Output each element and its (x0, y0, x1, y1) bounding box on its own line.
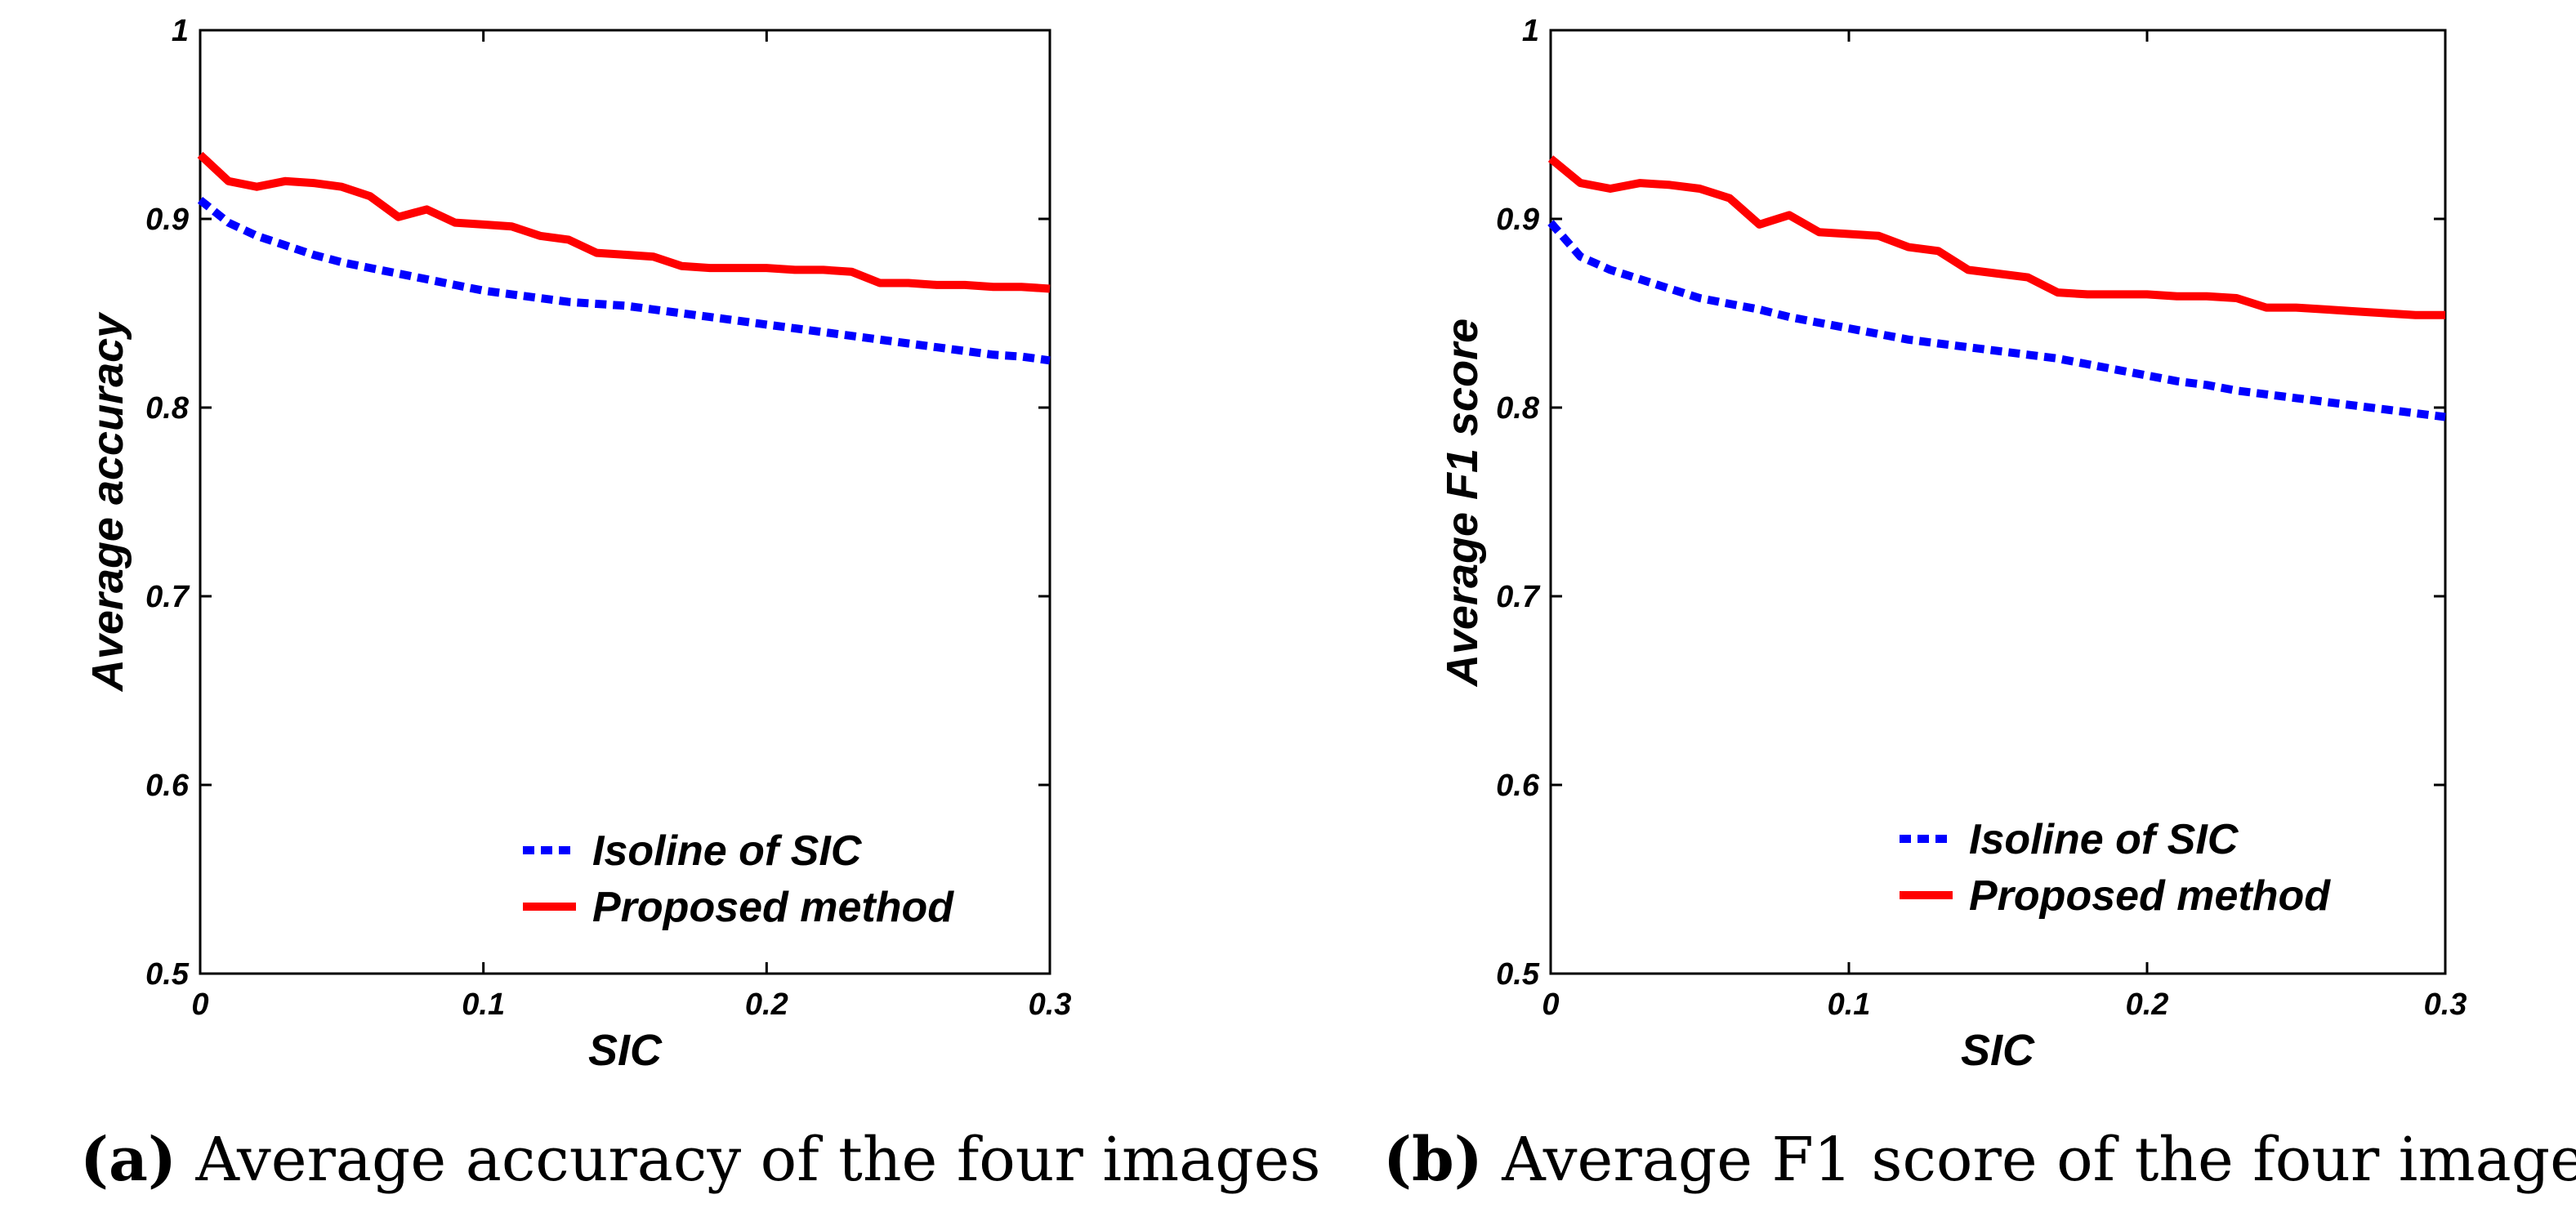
panel-b-x-tick-label: 0.3 (2424, 987, 2467, 1022)
panel-b-y-axis-label: Average F1 score (1438, 319, 1487, 688)
panel-a-y-tick-label: 0.8 (145, 391, 190, 426)
panel-a-caption: (a) Average accuracy of the four images (80, 1125, 1320, 1195)
panel-b-x-tick-label: 0 (1542, 987, 1559, 1022)
panel-a-y-tick-label: 0.5 (145, 957, 190, 992)
panel-b-caption: (b) Average F1 score of the four images (1383, 1125, 2576, 1195)
panel-b-legend: Isoline of SIC Proposed method (1900, 816, 2331, 920)
panel-a-x-tick-label: 0 (191, 987, 208, 1022)
panel-a-legend: Isoline of SIC Proposed method (523, 827, 954, 931)
panel-b-y-tick-label: 0.5 (1496, 957, 1540, 992)
panel-b-ticks: 0 0.1 0.2 0.3 0.5 0.6 0.7 0.8 0.9 1 (1496, 14, 2467, 1022)
panel-a-series (197, 151, 1051, 365)
panel-a-x-tick-label: 0.1 (462, 987, 505, 1022)
panel-b-caption-letter: (b) (1383, 1125, 1483, 1195)
panel-b-legend-label-proposed: Proposed method (1969, 872, 2331, 920)
panel-a-y-axis-label: Average accuracy (83, 311, 132, 693)
panel-b-plot-frame (1549, 29, 2447, 975)
panel-b-y-tick-label: 0.6 (1496, 769, 1540, 803)
panel-a-legend-label-proposed: Proposed method (592, 884, 954, 931)
panel-a-x-axis-label: SIC (588, 1026, 663, 1075)
panel-b-chart: 0 0.1 0.2 0.3 0.5 0.6 0.7 0.8 0.9 1 SIC Average F… (1383, 14, 2576, 1195)
panel-a-y-tick-label: 0.7 (145, 580, 190, 614)
panel-b-series-proposed-line (1547, 155, 2445, 319)
panel-b-x-axis-label: SIC (1961, 1026, 2035, 1075)
panel-a-x-tick-label: 0.2 (745, 987, 788, 1022)
panel-b-y-tick-label: 0.7 (1496, 580, 1541, 614)
panel-a-legend-label-isoline: Isoline of SIC (592, 827, 863, 875)
panel-b-x-tick-label: 0.1 (1828, 987, 1871, 1022)
panel-a-plot-frame (199, 29, 1051, 975)
panel-b-y-tick-label: 0.9 (1496, 203, 1539, 237)
panel-b-series-isoline-line (1547, 220, 2446, 421)
panel-b-legend-label-isoline: Isoline of SIC (1969, 816, 2239, 863)
panel-b-y-tick-label: 0.8 (1496, 391, 1540, 426)
panel-a-caption-letter: (a) (80, 1125, 176, 1195)
panel-a-x-tick-label: 0.3 (1029, 987, 1072, 1022)
panel-a-y-tick-label: 0.9 (145, 203, 189, 237)
panel-a-y-tick-label: 0.6 (145, 769, 190, 803)
panel-a-caption-text: Average accuracy of the four images (176, 1125, 1320, 1195)
panel-a-series-isoline-line (197, 196, 1051, 365)
panel-a-chart: 0 0.1 0.2 0.3 0.5 0.6 0.7 0.8 0.9 1 SIC Average a… (80, 14, 1320, 1195)
panel-a-ticks: 0 0.1 0.2 0.3 0.5 0.6 0.7 0.8 0.9 1 (145, 14, 1071, 1022)
panel-a-series-proposed-line (197, 151, 1051, 293)
panel-b-series (1547, 155, 2446, 421)
panel-a-y-tick-label: 1 (172, 14, 189, 48)
panel-b-caption-text: Average F1 score of the four images (1483, 1125, 2576, 1195)
panel-b-x-tick-label: 0.2 (2126, 987, 2169, 1022)
panel-b-y-tick-label: 1 (1522, 14, 1539, 48)
